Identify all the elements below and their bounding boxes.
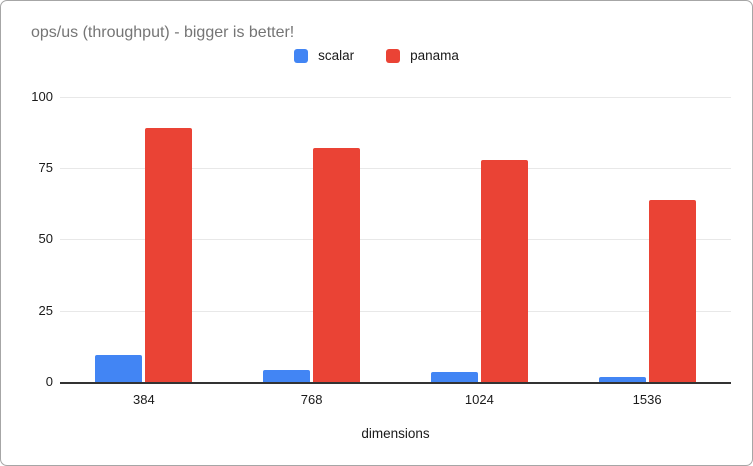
bar-group-1024: [396, 159, 564, 382]
bar-panama-1024: [480, 159, 528, 382]
bar-scalar-1024: [430, 372, 478, 382]
gridline-75: [60, 168, 731, 169]
x-axis-labels: 384 768 1024 1536: [60, 392, 731, 407]
x-tick-label-1024: 1024: [464, 392, 494, 407]
bar-panama-384: [145, 128, 193, 382]
chart-legend: scalar panama: [1, 48, 752, 63]
y-axis-labels: 0 25 50 75 100: [1, 90, 53, 389]
bar-scalar-384: [95, 354, 143, 382]
x-axis-title: dimensions: [361, 426, 430, 441]
y-tick-label-100: 100: [31, 89, 53, 104]
chart-title: ops/us (throughput) - bigger is better!: [31, 24, 295, 41]
bar-scalar-1536: [598, 376, 646, 382]
legend-label-panama: panama: [410, 48, 459, 63]
legend-item-scalar: scalar: [294, 48, 354, 63]
legend-swatch-scalar-icon: [294, 48, 309, 63]
bar-panama-768: [313, 148, 361, 382]
gridline-50: [60, 239, 731, 240]
gridline-100: [60, 97, 731, 98]
x-tick-label-768: 768: [300, 392, 323, 407]
bar-groups: [60, 97, 731, 382]
bar-scalar-768: [263, 369, 311, 382]
y-tick-label-50: 50: [38, 231, 53, 246]
y-tick-label-75: 75: [38, 160, 53, 175]
legend-label-scalar: scalar: [318, 48, 355, 63]
legend-item-panama: panama: [386, 48, 459, 63]
y-tick-label-25: 25: [38, 303, 53, 318]
y-tick-label-0: 0: [45, 374, 53, 389]
x-tick-label-1536: 1536: [632, 392, 662, 407]
bar-panama-1536: [648, 199, 696, 382]
x-tick-label-384: 384: [133, 392, 155, 407]
gridline-25: [60, 311, 731, 312]
plot-area: [60, 97, 731, 384]
legend-swatch-panama-icon: [386, 48, 401, 63]
bar-group-768: [228, 148, 396, 382]
bar-group-1536: [563, 199, 731, 382]
bar-group-384: [60, 128, 228, 382]
